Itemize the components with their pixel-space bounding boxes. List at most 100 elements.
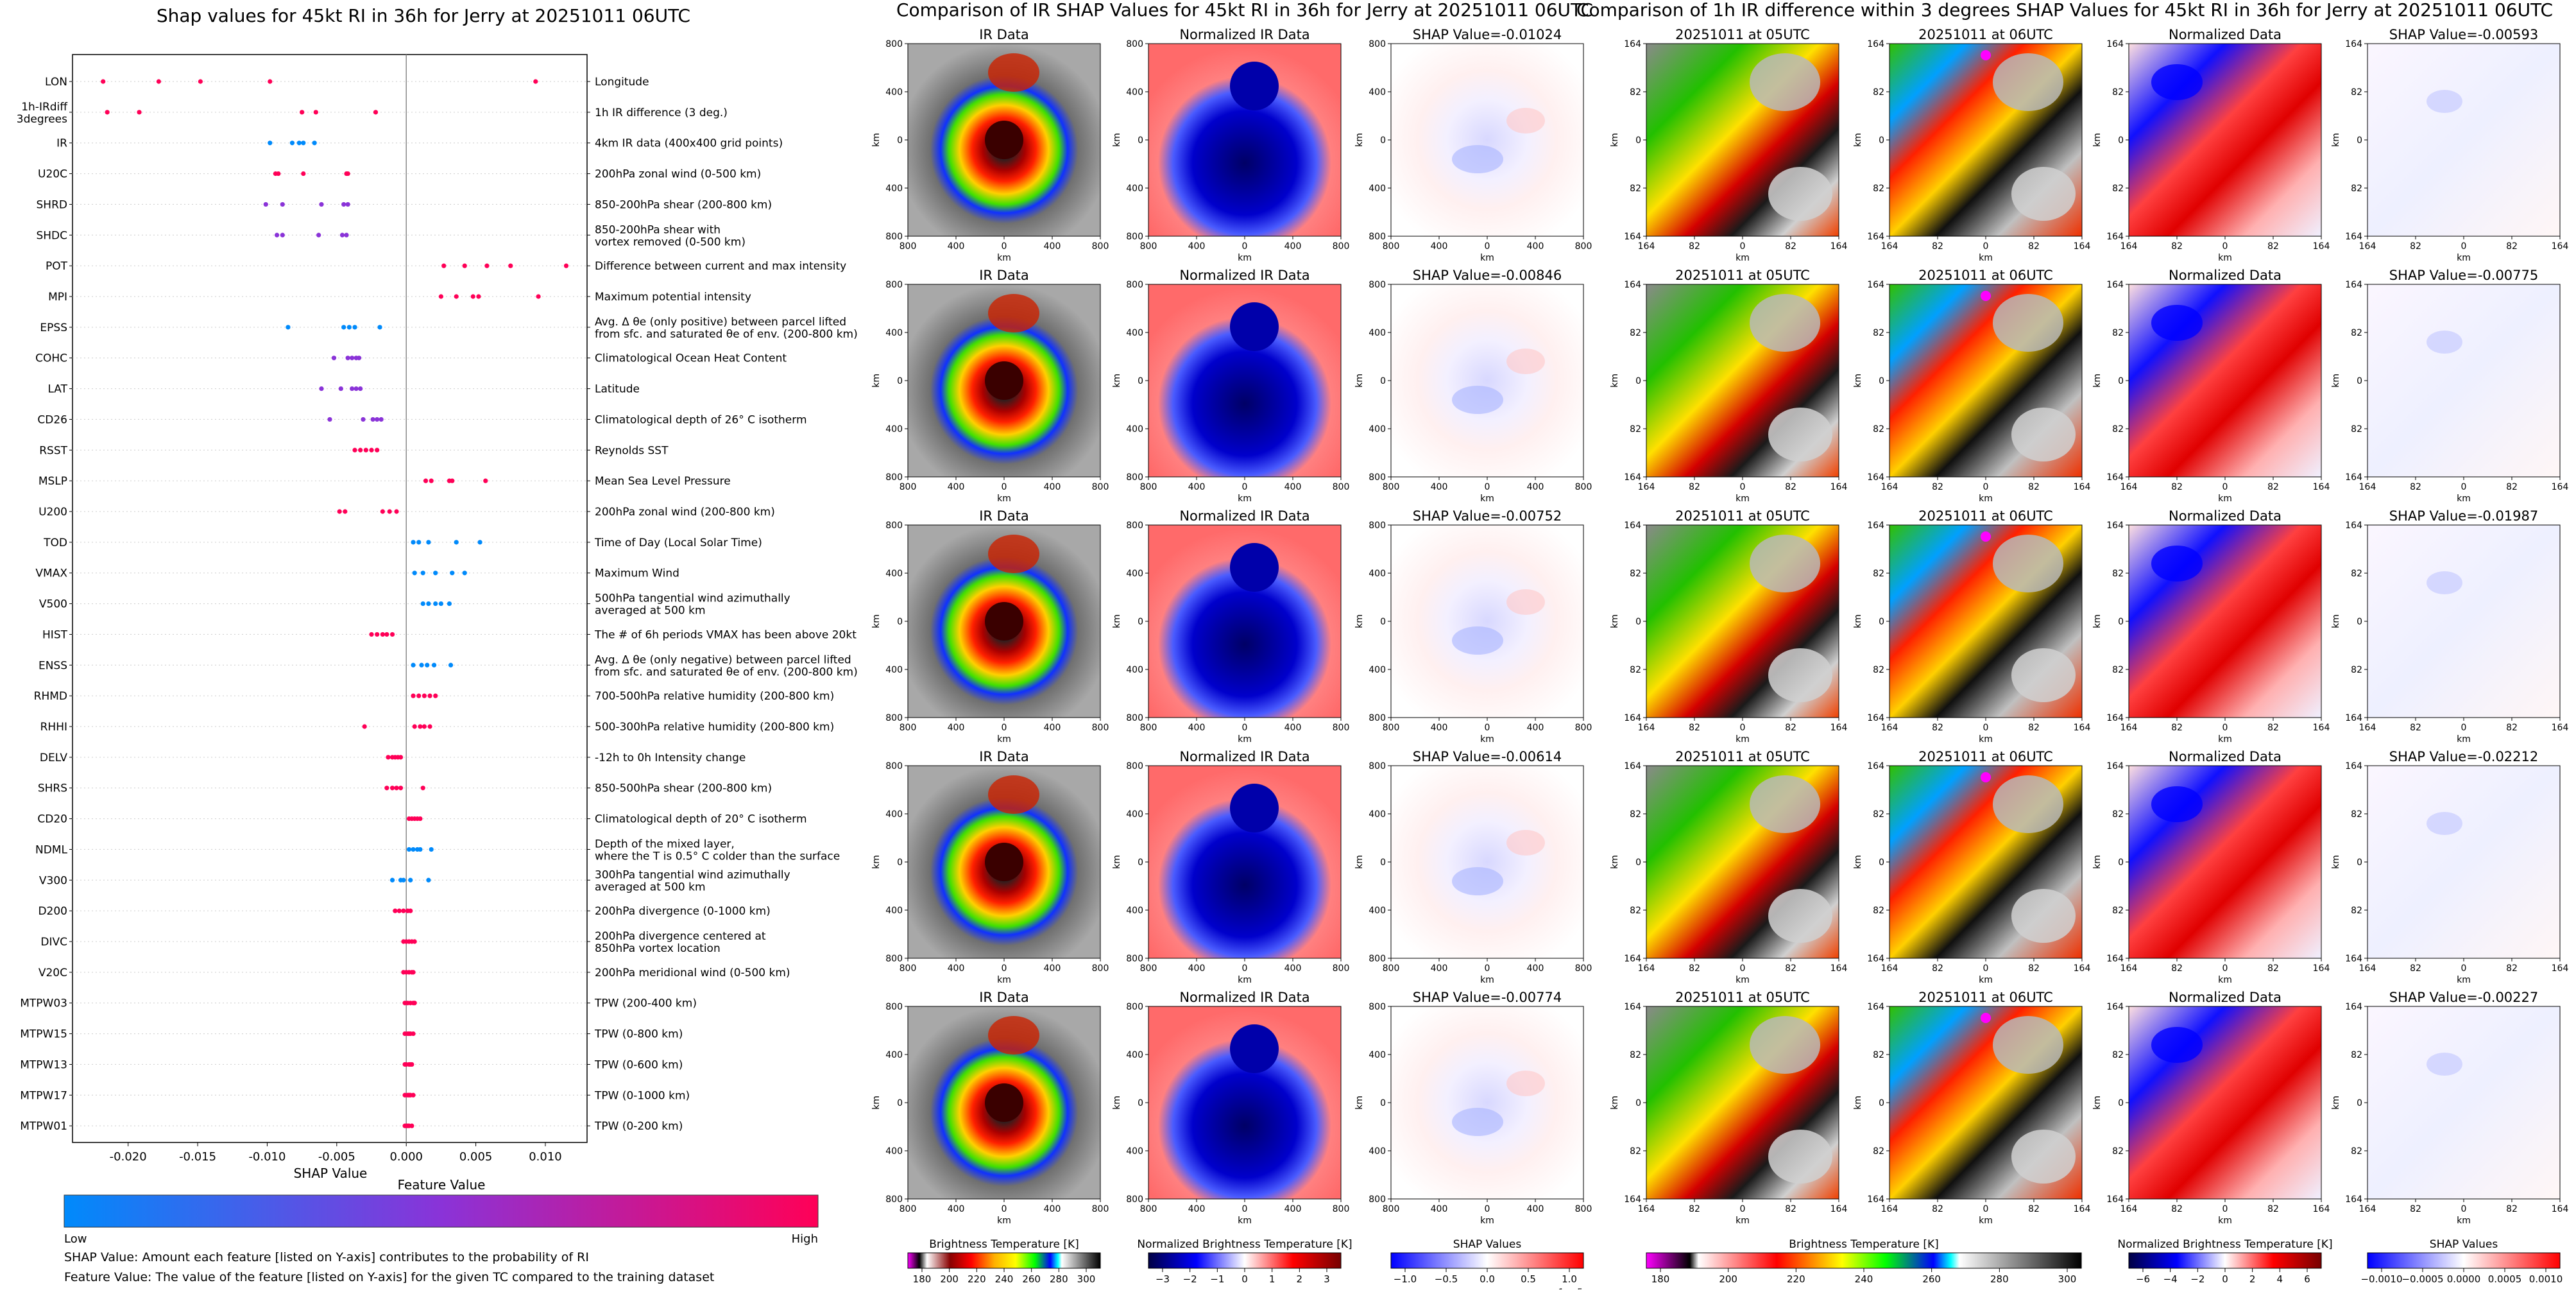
y-tick-label: 82 xyxy=(2351,328,2362,338)
shap-point xyxy=(450,478,455,483)
x-tick-label: 82 xyxy=(1689,482,1700,492)
y-tick-label: 400 xyxy=(885,906,903,916)
panel-title: Normalized Data xyxy=(2169,27,2282,42)
y-tick-label: 164 xyxy=(1867,1194,1884,1205)
y-axis-label: km xyxy=(1112,374,1122,388)
feature-description-line: from sfc. and saturated θe of env. (200-… xyxy=(595,328,858,341)
x-tick-label: 164 xyxy=(1881,1204,1898,1214)
x-axis-label: km xyxy=(2457,494,2471,504)
feature-label-line: CD26 xyxy=(37,413,67,426)
shap-point xyxy=(286,325,291,330)
y-tick-label: 82 xyxy=(1630,569,1641,579)
shap-point xyxy=(426,601,431,607)
y-tick-label: 164 xyxy=(1867,39,1884,49)
storm-eye xyxy=(985,361,1023,400)
colorbar-tick-label: −0.0005 xyxy=(2401,1273,2443,1285)
shap-point xyxy=(563,263,569,268)
y-tick-label: 164 xyxy=(2345,954,2362,964)
shap-point xyxy=(352,447,357,452)
shap-point xyxy=(406,847,412,852)
x-tick-label: 164 xyxy=(2313,723,2330,733)
shap-point xyxy=(476,294,481,299)
shap-point xyxy=(370,417,375,422)
feature-description-line: 850-200hPa shear (200-800 km) xyxy=(595,198,772,211)
feature-description-line: Climatological Ocean Heat Content xyxy=(595,352,787,365)
x-tick-label: 400 xyxy=(948,241,965,252)
y-tick-label: 164 xyxy=(1624,713,1641,723)
panel-title: 20251011 at 06UTC xyxy=(1918,990,2053,1005)
feature-description-line: vortex removed (0-500 km) xyxy=(595,236,746,248)
colorbar xyxy=(1646,1252,2082,1269)
y-tick-label: 82 xyxy=(1630,87,1641,98)
colorbar-tick-label: 4 xyxy=(2277,1273,2283,1285)
x-tick-label: 82 xyxy=(1785,241,1796,252)
feature-label: SHDC xyxy=(36,229,67,242)
y-axis-label: km xyxy=(1354,133,1365,147)
x-axis-label: km xyxy=(1736,975,1750,985)
cloud-blob xyxy=(1750,535,1820,592)
y-tick-label: 82 xyxy=(2351,1146,2362,1157)
feature-description: Difference between current and max inten… xyxy=(595,260,846,273)
x-tick-label: 800 xyxy=(900,241,917,252)
x-tick-label: 0 xyxy=(2461,241,2467,252)
x-tick-label: 0 xyxy=(2222,963,2228,974)
shap-point xyxy=(448,662,454,668)
feature-description-line: 4km IR data (400x400 grid points) xyxy=(595,137,783,150)
ir-shap-comparison: Comparison of IR SHAP Values for 45kt RI… xyxy=(871,0,1593,1292)
shap-point xyxy=(441,263,447,268)
colorbar-tick-label: 1.0 xyxy=(1562,1273,1577,1285)
y-tick-label: 400 xyxy=(1369,1146,1386,1157)
shap-point xyxy=(377,325,382,330)
shap-point xyxy=(401,877,406,883)
heatmap-image xyxy=(1390,43,1584,237)
y-tick-label: 400 xyxy=(885,1050,903,1060)
colorbar-tick-label: −2 xyxy=(2190,1273,2205,1285)
x-tick-label: 164 xyxy=(2120,482,2138,492)
y-tick-label: 800 xyxy=(885,954,903,964)
y-tick-label: 82 xyxy=(1873,184,1884,194)
panel-title: 20251011 at 06UTC xyxy=(1918,508,2053,524)
colorbar-tick-label: 220 xyxy=(1787,1273,1805,1285)
x-tick-label: 0 xyxy=(1740,482,1746,492)
shap-point xyxy=(398,786,404,791)
y-tick-label: 164 xyxy=(1867,954,1884,964)
feature-description-line: 500hPa tangential wind azimuthally xyxy=(595,592,790,605)
y-tick-label: 82 xyxy=(2112,906,2124,916)
x-tick-label: 164 xyxy=(2074,963,2091,974)
x-axis-label: km xyxy=(2457,975,2471,985)
y-tick-label: 82 xyxy=(1630,665,1641,675)
y-axis-label: km xyxy=(871,133,882,147)
shap-blob xyxy=(1506,830,1545,856)
heatmap-image xyxy=(1390,524,1584,718)
x-tick-label: 82 xyxy=(2171,241,2183,252)
shap-point xyxy=(508,263,513,268)
x-tick-label: 164 xyxy=(2120,241,2138,252)
feature-description: 700-500hPa relative humidity (200-800 km… xyxy=(595,690,834,703)
y-axis-label: km xyxy=(871,614,882,628)
heatmap-image xyxy=(1390,765,1584,959)
colorbar-tick-label: 2 xyxy=(1297,1273,1303,1285)
shap-point xyxy=(352,325,357,330)
y-tick-label: 82 xyxy=(1873,424,1884,435)
hot-spot xyxy=(1981,291,1991,301)
feature-description: 200hPa meridional wind (0-500 km) xyxy=(595,967,790,979)
y-axis-label: km xyxy=(1354,1096,1365,1110)
y-tick-label: 82 xyxy=(1873,809,1884,820)
y-tick-label: 800 xyxy=(885,521,903,531)
feature-description-line: 200hPa zonal wind (200-800 km) xyxy=(595,506,775,519)
feature-label-line: ENSS xyxy=(38,659,67,672)
feature-label: U200 xyxy=(38,506,67,519)
shap-point xyxy=(275,232,280,237)
y-axis-label: km xyxy=(871,855,882,869)
x-tick-label: 82 xyxy=(1932,241,1943,252)
shap-point xyxy=(156,79,161,84)
plot-frame xyxy=(72,54,588,1143)
x-tick-label: 82 xyxy=(1932,1204,1943,1214)
y-tick-label: 800 xyxy=(1126,1002,1143,1012)
feature-colorbar xyxy=(64,1194,819,1228)
y-tick-label: 164 xyxy=(2345,232,2362,242)
shap-point xyxy=(412,1001,417,1006)
x-tick-label: 400 xyxy=(1431,723,1448,733)
y-tick-label: 164 xyxy=(1624,954,1641,964)
x-tick-label: 82 xyxy=(2267,963,2279,974)
